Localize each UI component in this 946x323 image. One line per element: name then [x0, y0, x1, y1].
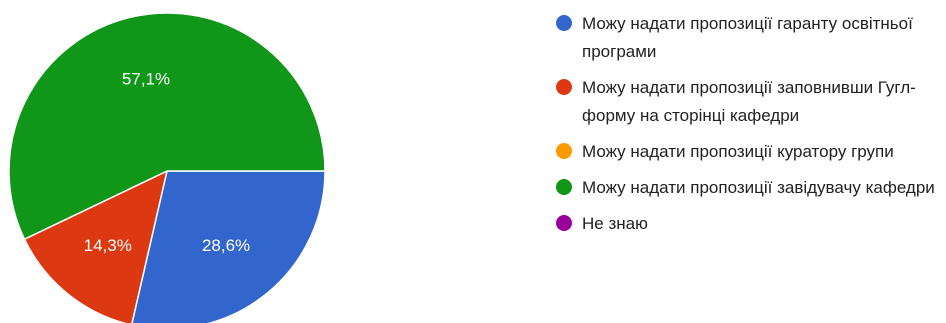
slice-label-3: 57,1% [122, 70, 170, 89]
legend: Можу надати пропозиції гаранту освітньої… [556, 10, 946, 246]
legend-item-2: Можу надати пропозиції куратору групи [556, 138, 946, 166]
pie-slice-1 [23, 169, 169, 323]
legend-item-0: Можу надати пропозиції гаранту освітньої… [556, 10, 946, 66]
pie-slice-3 [8, 12, 326, 241]
pie-slice-0 [131, 170, 326, 323]
legend-swatch-4 [556, 215, 572, 231]
legend-item-3: Можу надати пропозиції завідувачу кафедр… [556, 174, 946, 202]
legend-item-1: Можу надати пропозиції заповнивши Гугл-ф… [556, 74, 946, 130]
legend-swatch-2 [556, 143, 572, 159]
legend-label-2: Можу надати пропозиції куратору групи [582, 142, 894, 161]
slice-label-1: 14,3% [84, 236, 132, 255]
legend-item-4: Не знаю [556, 210, 946, 238]
legend-swatch-1 [556, 79, 572, 95]
slice-label-0: 28,6% [202, 236, 250, 255]
legend-swatch-3 [556, 179, 572, 195]
legend-label-3: Можу надати пропозиції завідувачу кафедр… [582, 178, 935, 197]
legend-swatch-0 [556, 15, 572, 31]
pie-chart: 28,6% 14,3% 57,1% [8, 12, 326, 323]
legend-label-4: Не знаю [582, 214, 648, 233]
legend-label-1: Можу надати пропозиції заповнивши Гугл-ф… [582, 78, 916, 125]
legend-label-0: Можу надати пропозиції гаранту освітньої… [582, 14, 913, 61]
